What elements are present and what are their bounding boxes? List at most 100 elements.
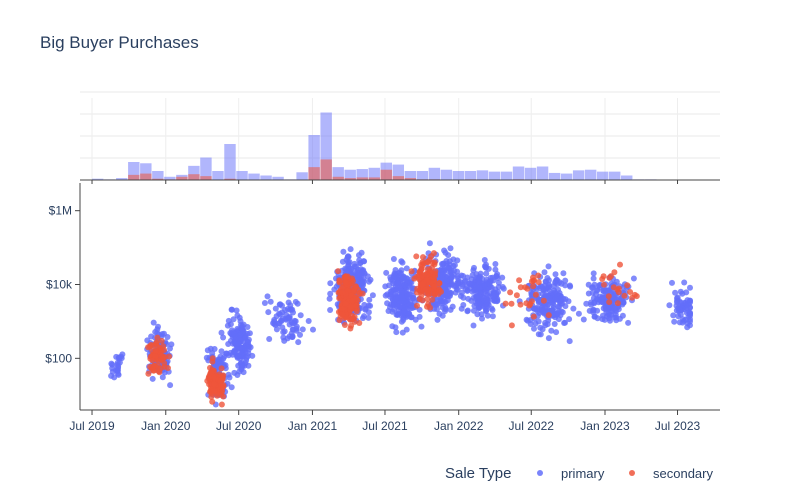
- scatter-point-secondary[interactable]: [508, 300, 515, 307]
- scatter-point-primary[interactable]: [676, 298, 683, 305]
- scatter-point-primary[interactable]: [366, 296, 373, 303]
- scatter-point-primary[interactable]: [426, 240, 433, 247]
- scatter-point-secondary[interactable]: [209, 355, 216, 362]
- scatter-point-primary[interactable]: [684, 297, 691, 304]
- scatter-point-secondary[interactable]: [154, 334, 161, 341]
- scatter-point-primary[interactable]: [670, 312, 677, 319]
- scatter-point-primary[interactable]: [575, 310, 582, 317]
- hist-bar-primary[interactable]: [572, 170, 585, 180]
- scatter-point-primary[interactable]: [455, 278, 462, 285]
- scatter-point-primary[interactable]: [594, 315, 601, 322]
- scatter-point-secondary[interactable]: [627, 289, 634, 295]
- scatter-point-primary[interactable]: [439, 261, 445, 267]
- scatter-point-primary[interactable]: [493, 298, 500, 305]
- scatter-point-primary[interactable]: [454, 286, 461, 293]
- scatter-point-primary[interactable]: [116, 354, 123, 361]
- hist-bar-secondary[interactable]: [368, 177, 380, 180]
- scatter-point-primary[interactable]: [148, 333, 155, 340]
- scatter-point-secondary[interactable]: [344, 273, 351, 280]
- scatter-point-secondary[interactable]: [149, 357, 156, 364]
- scatter-point-primary[interactable]: [562, 319, 568, 326]
- scatter-point-primary[interactable]: [418, 323, 425, 330]
- hist-bar-primary[interactable]: [344, 169, 356, 180]
- hist-bar-secondary[interactable]: [344, 178, 356, 180]
- scatter-point-primary[interactable]: [460, 294, 467, 301]
- scatter-point-secondary[interactable]: [414, 285, 421, 292]
- scatter-point-primary[interactable]: [279, 315, 286, 322]
- scatter-point-secondary[interactable]: [349, 278, 356, 284]
- hist-bar-primary[interactable]: [188, 165, 200, 180]
- scatter-point-secondary[interactable]: [438, 288, 444, 295]
- scatter-point-primary[interactable]: [470, 322, 477, 329]
- scatter-point-secondary[interactable]: [353, 302, 359, 309]
- scatter-point-primary[interactable]: [541, 269, 548, 276]
- scatter-point-secondary[interactable]: [422, 286, 429, 293]
- scatter-point-primary[interactable]: [358, 266, 364, 273]
- hist-bar-secondary[interactable]: [224, 178, 236, 180]
- hist-bar-primary[interactable]: [596, 171, 609, 180]
- scatter-point-primary[interactable]: [479, 315, 485, 322]
- scatter-point-primary[interactable]: [292, 298, 299, 305]
- scatter-point-secondary[interactable]: [611, 269, 618, 276]
- scatter-point-secondary[interactable]: [208, 369, 215, 376]
- scatter-point-secondary[interactable]: [545, 312, 552, 319]
- scatter-point-primary[interactable]: [544, 321, 551, 328]
- scatter-point-primary[interactable]: [382, 292, 389, 299]
- hist-bar-primary[interactable]: [200, 157, 212, 181]
- scatter-point-secondary[interactable]: [336, 317, 343, 324]
- hist-bar-secondary[interactable]: [404, 178, 417, 180]
- scatter-point-primary[interactable]: [401, 309, 408, 316]
- scatter-point-secondary[interactable]: [220, 393, 227, 400]
- scatter-point-primary[interactable]: [580, 316, 587, 323]
- scatter-point-primary[interactable]: [537, 324, 544, 331]
- scatter-point-primary[interactable]: [396, 269, 403, 276]
- scatter-point-secondary[interactable]: [606, 299, 613, 306]
- scatter-point-secondary[interactable]: [535, 279, 542, 286]
- scatter-point-primary[interactable]: [488, 305, 495, 312]
- scatter-point-secondary[interactable]: [353, 308, 360, 315]
- scatter-point-primary[interactable]: [228, 384, 235, 391]
- scatter-point-secondary[interactable]: [211, 388, 218, 395]
- scatter-point-secondary[interactable]: [420, 254, 426, 261]
- scatter-point-primary[interactable]: [483, 270, 490, 277]
- scatter-point-secondary[interactable]: [513, 292, 520, 299]
- scatter-point-secondary[interactable]: [599, 276, 606, 282]
- scatter-point-primary[interactable]: [470, 307, 477, 314]
- scatter-point-primary[interactable]: [265, 309, 272, 316]
- scatter-point-primary[interactable]: [401, 282, 408, 289]
- scatter-point-primary[interactable]: [560, 270, 567, 277]
- hist-bar-primary[interactable]: [621, 175, 633, 181]
- legend-marker-secondary[interactable]: [629, 470, 635, 476]
- scatter-point-primary[interactable]: [544, 275, 551, 281]
- scatter-point-primary[interactable]: [267, 298, 274, 305]
- hist-bar-primary[interactable]: [332, 167, 344, 180]
- scatter-point-primary[interactable]: [590, 270, 597, 277]
- scatter-point-primary[interactable]: [283, 311, 290, 318]
- scatter-point-primary[interactable]: [395, 279, 401, 286]
- hist-bar-primary[interactable]: [308, 135, 320, 180]
- scatter-point-primary[interactable]: [466, 280, 473, 287]
- scatter-point-secondary[interactable]: [353, 283, 359, 290]
- scatter-point-primary[interactable]: [451, 282, 457, 289]
- hist-bar-primary[interactable]: [512, 166, 525, 181]
- scatter-point-primary[interactable]: [547, 297, 554, 303]
- scatter-point-primary[interactable]: [566, 338, 573, 345]
- scatter-point-primary[interactable]: [327, 307, 334, 313]
- scatter-point-primary[interactable]: [244, 324, 251, 330]
- hist-bar-primary[interactable]: [536, 166, 549, 181]
- scatter-point-primary[interactable]: [583, 300, 590, 307]
- scatter-point-primary[interactable]: [464, 307, 471, 314]
- scatter-point-primary[interactable]: [383, 269, 390, 276]
- scatter-point-primary[interactable]: [272, 305, 279, 312]
- hist-bar-secondary[interactable]: [200, 176, 212, 180]
- scatter-point-primary[interactable]: [239, 363, 246, 370]
- scatter-point-primary[interactable]: [473, 271, 480, 278]
- scatter-point-primary[interactable]: [446, 258, 453, 265]
- scatter-point-secondary[interactable]: [427, 304, 433, 311]
- scatter-point-primary[interactable]: [450, 271, 457, 278]
- scatter-point-primary[interactable]: [481, 282, 488, 289]
- scatter-point-primary[interactable]: [239, 323, 246, 329]
- scatter-point-secondary[interactable]: [414, 302, 420, 309]
- scatter-point-primary[interactable]: [293, 323, 300, 330]
- scatter-point-primary[interactable]: [397, 295, 404, 301]
